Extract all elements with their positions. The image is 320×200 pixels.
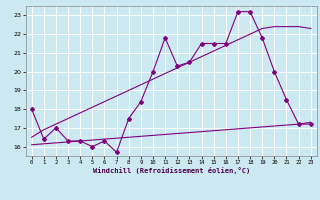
- X-axis label: Windchill (Refroidissement éolien,°C): Windchill (Refroidissement éolien,°C): [92, 167, 250, 174]
